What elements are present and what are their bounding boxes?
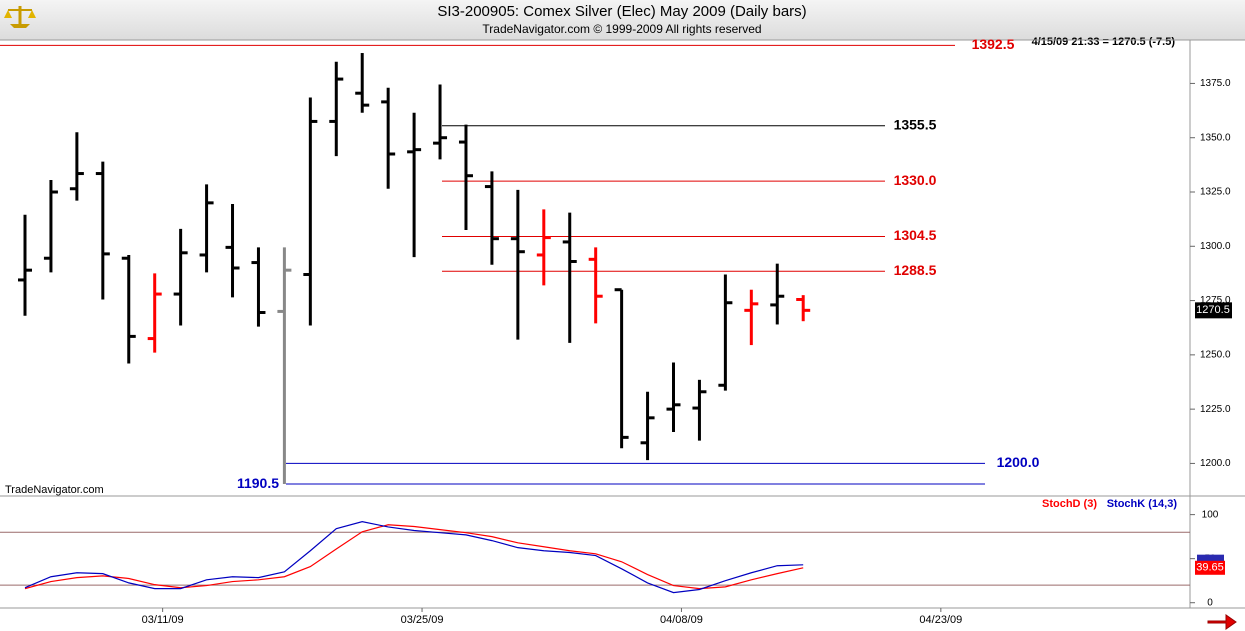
app-icon — [4, 6, 36, 28]
last-price-label: 1270.5 — [1196, 304, 1230, 316]
scroll-arrow[interactable] — [1207, 614, 1237, 630]
level-label: 1355.5 — [894, 116, 937, 132]
y-tick-label: 1325.0 — [1200, 187, 1231, 198]
x-tick-label: 04/23/09 — [919, 614, 962, 626]
y-tick-label: 1225.0 — [1200, 404, 1231, 415]
y-tick-label: 1275.0 — [1200, 295, 1231, 306]
x-tick-label: 04/08/09 — [660, 614, 703, 626]
series-line — [24, 524, 804, 590]
legend-entry: StochD (3) — [1042, 498, 1097, 510]
y-tick-label: 1350.0 — [1200, 132, 1231, 143]
last-value-box — [1197, 554, 1224, 565]
level-label: 1288.5 — [894, 262, 937, 278]
level-label: 1200.0 — [997, 454, 1040, 470]
last-price-box — [1195, 302, 1232, 319]
level-label: 1392.5 — [972, 36, 1015, 52]
subtitle: TradeNavigator.com © 1999-2009 All right… — [482, 22, 761, 36]
level-label: 1304.5 — [894, 227, 937, 243]
last-value-box — [1195, 560, 1225, 575]
y-tick-label: 1200.0 — [1200, 458, 1231, 469]
y-tick-label: 1300.0 — [1200, 241, 1231, 252]
last-value-label: 39.65 — [1196, 562, 1224, 574]
y-tick-label: 0 — [1207, 597, 1213, 608]
header-bar — [0, 0, 1245, 40]
y-tick-label: 100 — [1202, 509, 1219, 520]
quote-info: 4/15/09 21:33 = 1270.5 (-7.5) — [1032, 36, 1176, 48]
level-label: 1330.0 — [894, 172, 937, 188]
chart-title: SI3-200905: Comex Silver (Elec) May 2009… — [437, 3, 806, 20]
watermark: TradeNavigator.com — [5, 484, 104, 496]
series-line — [24, 521, 804, 594]
y-tick-label: 1375.0 — [1200, 78, 1231, 89]
x-tick-label: 03/11/09 — [142, 614, 184, 626]
x-tick-label: 03/25/09 — [401, 614, 444, 626]
y-tick-label: 1250.0 — [1200, 349, 1231, 360]
legend-entry: StochK (14,3) — [1107, 498, 1178, 510]
level-label: 1190.5 — [237, 475, 279, 491]
